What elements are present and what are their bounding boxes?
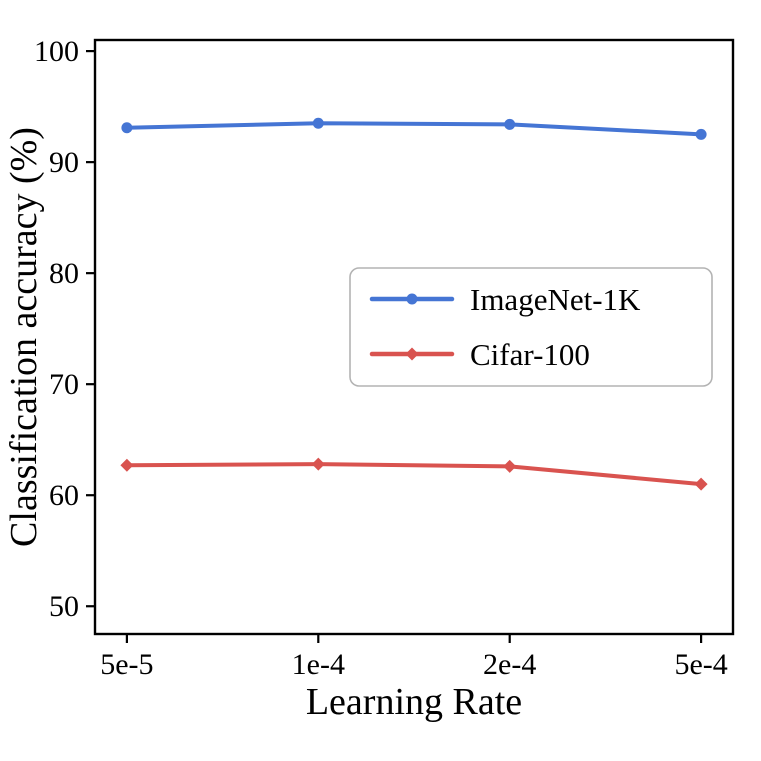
data-point-circle-marker [504, 118, 516, 130]
data-point-circle-marker [695, 128, 707, 140]
y-tick-label: 70 [49, 368, 79, 401]
y-tick-label: 60 [49, 479, 79, 512]
series-Cifar-100 [120, 457, 708, 491]
y-tick-label: 50 [49, 590, 79, 623]
x-tick-label: 5e-4 [674, 648, 727, 681]
series-line [124, 462, 704, 487]
y-tick-label: 90 [49, 146, 79, 179]
data-point-diamond-marker [311, 457, 325, 471]
data-point-circle-marker [121, 122, 133, 134]
series-line [124, 121, 704, 137]
y-tick-label: 80 [49, 257, 79, 290]
series-ImageNet-1K [121, 117, 707, 140]
y-axis-label: Classification accuracy (%) [3, 127, 45, 547]
legend-entry: Cifar-100 [369, 337, 590, 372]
data-point-diamond-marker [120, 458, 134, 472]
plot-border [93, 38, 735, 636]
legend-label: ImageNet-1K [470, 282, 641, 317]
data-point-diamond-marker [405, 347, 419, 361]
data-point-diamond-marker [694, 477, 708, 491]
y-tick-label: 100 [34, 35, 79, 68]
x-tick-label: 1e-4 [292, 648, 345, 681]
x-axis-label: Learning Rate [306, 681, 522, 723]
x-tick-label: 2e-4 [483, 648, 536, 681]
data-point-circle-marker [312, 117, 324, 129]
legend-label: Cifar-100 [470, 337, 590, 372]
chart-plot-area: 50 60 70 80 90 100 5e-5 1e-4 2e-4 5e-4 ImageNet-1K… [34, 35, 735, 681]
x-tick-label: 5e-5 [100, 648, 153, 681]
legend-entry: ImageNet-1K [369, 282, 641, 317]
data-point-circle-marker [406, 293, 418, 305]
legend: ImageNet-1K Cifar-100 [349, 267, 713, 387]
data-point-diamond-marker [503, 459, 517, 473]
